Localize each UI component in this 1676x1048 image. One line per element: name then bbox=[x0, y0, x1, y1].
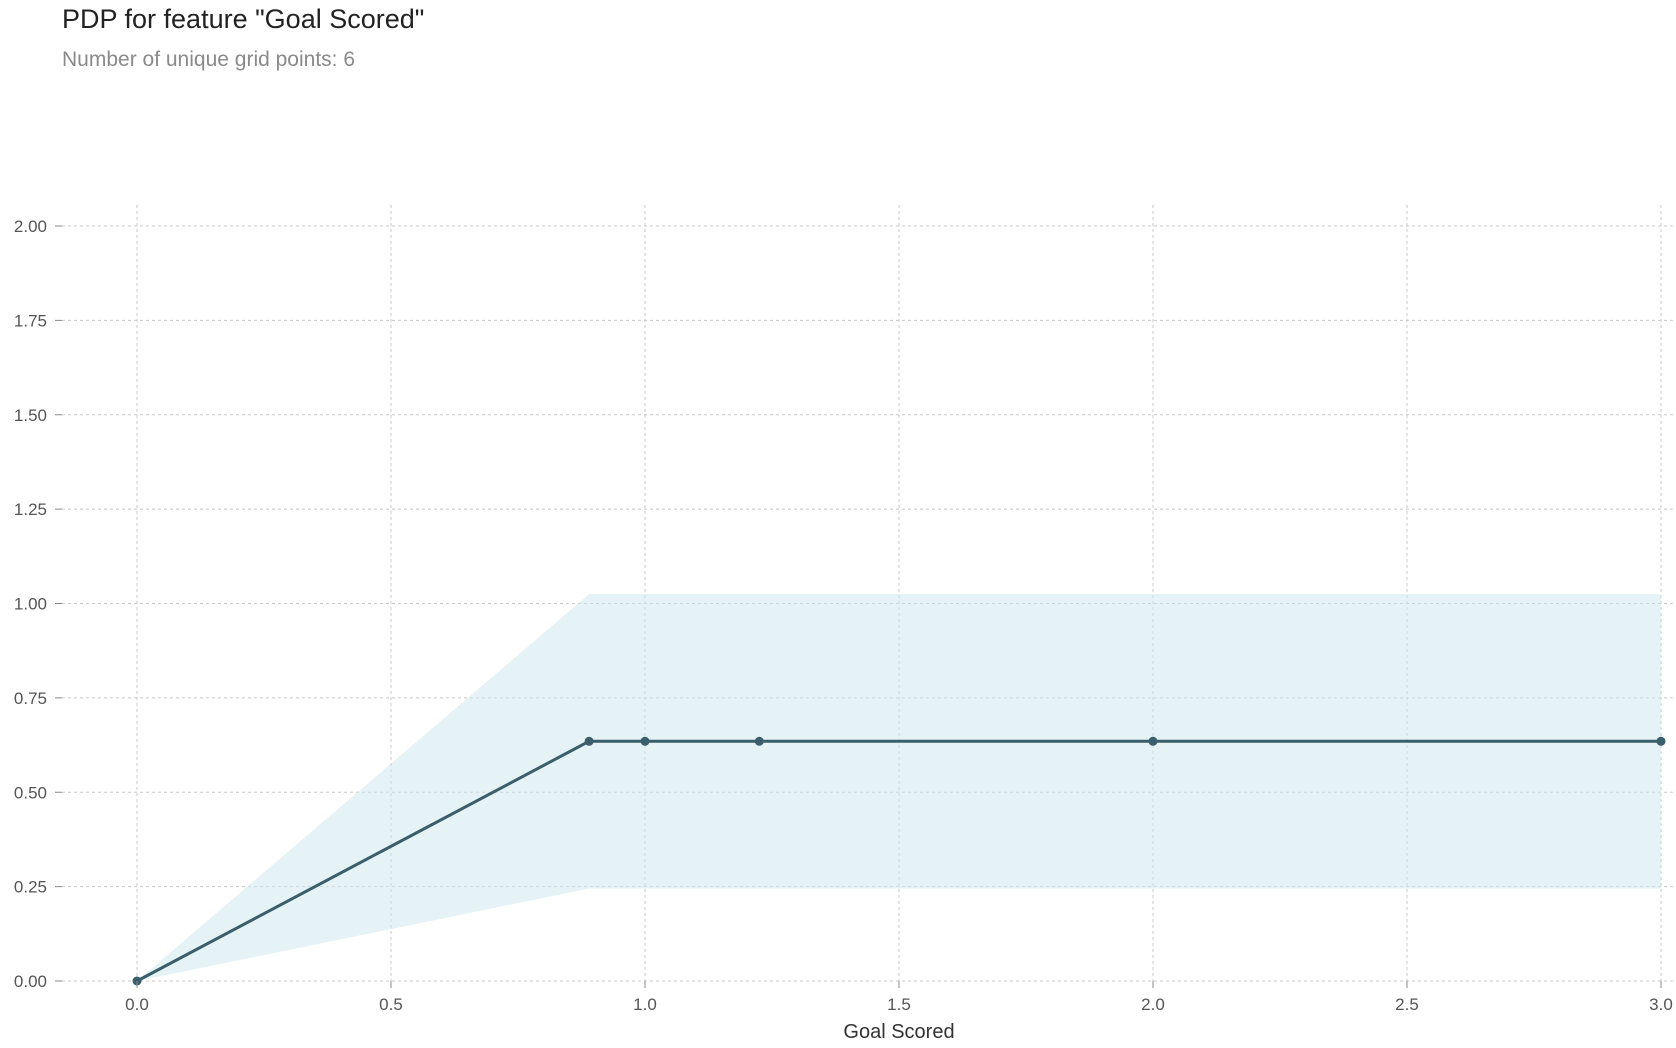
confidence-band bbox=[137, 594, 1661, 981]
pdp-point bbox=[640, 736, 650, 746]
y-tick-label: 0.25 bbox=[14, 878, 47, 897]
confidence-band-layer bbox=[137, 594, 1661, 981]
chart-subtitle: Number of unique grid points: 6 bbox=[62, 48, 356, 71]
x-tick-label: 2.0 bbox=[1141, 995, 1165, 1014]
y-tick-label: 1.00 bbox=[14, 595, 47, 614]
y-tick-label: 2.00 bbox=[14, 217, 47, 236]
chart-title: PDP for feature "Goal Scored" bbox=[62, 4, 425, 34]
pdp-point bbox=[1148, 736, 1158, 746]
y-tick-label: 1.75 bbox=[14, 311, 47, 330]
x-tick-label: 0.5 bbox=[379, 995, 403, 1014]
y-axis-ticks: 0.00 0.25 0.50 0.75 1.00 1.25 1.50 1.75 2.00 bbox=[14, 217, 62, 991]
y-tick-label: 1.50 bbox=[14, 406, 47, 425]
y-tick-label: 0.50 bbox=[14, 783, 47, 802]
x-axis-ticks: 0.0 0.5 1.0 1.5 2.0 2.5 3.0 bbox=[125, 981, 1673, 1014]
y-tick-label: 0.75 bbox=[14, 689, 47, 708]
x-tick-label: 2.5 bbox=[1395, 995, 1419, 1014]
pdp-line-layer bbox=[136, 739, 1661, 983]
pdp-points bbox=[132, 736, 1666, 986]
x-tick-label: 3.0 bbox=[1649, 995, 1673, 1014]
pdp-point bbox=[584, 736, 594, 746]
pdp-point bbox=[1656, 736, 1666, 746]
y-tick-label: 1.25 bbox=[14, 500, 47, 519]
pdp-line bbox=[136, 739, 1661, 983]
pdp-point bbox=[754, 736, 764, 746]
x-tick-label: 0.0 bbox=[125, 995, 149, 1014]
x-tick-label: 1.5 bbox=[887, 995, 911, 1014]
x-axis-label: Goal Scored bbox=[843, 1021, 954, 1043]
y-tick-label: 0.00 bbox=[14, 972, 47, 991]
x-tick-label: 1.0 bbox=[633, 995, 657, 1014]
